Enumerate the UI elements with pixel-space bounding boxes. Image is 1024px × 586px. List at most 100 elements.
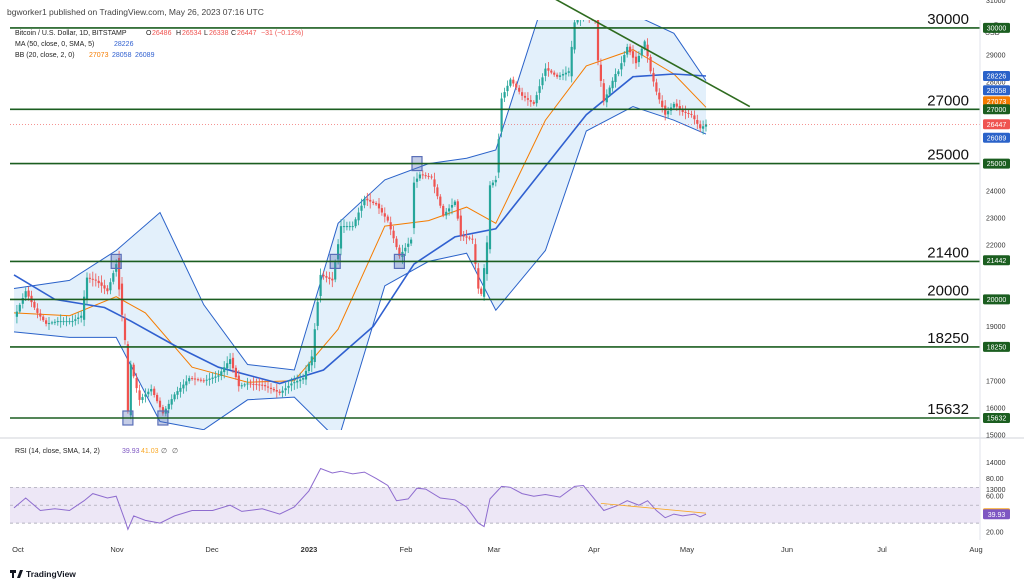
candle-body[interactable] (354, 219, 357, 227)
candle-body[interactable] (667, 111, 670, 115)
candle-body[interactable] (284, 388, 287, 391)
candle-body[interactable] (623, 55, 626, 63)
candle-body[interactable] (258, 384, 261, 386)
candle-body[interactable] (91, 278, 94, 280)
candle-body[interactable] (191, 378, 194, 380)
candle-body[interactable] (427, 175, 430, 177)
candle-body[interactable] (188, 378, 191, 382)
candle-body[interactable] (456, 201, 459, 219)
candle-body[interactable] (436, 187, 439, 197)
candle-body[interactable] (605, 94, 608, 103)
candle-body[interactable] (617, 71, 620, 75)
candle-body[interactable] (310, 356, 313, 366)
candle-body[interactable] (567, 71, 570, 73)
candle-body[interactable] (193, 378, 197, 380)
ma-legend[interactable]: MA (50, close, 0, SMA, 5) 28226 (15, 41, 134, 48)
candle-body[interactable] (474, 244, 477, 265)
candle-body[interactable] (261, 384, 264, 386)
candle-body[interactable] (339, 226, 343, 249)
candle-body[interactable] (313, 329, 316, 362)
candle-body[interactable] (182, 384, 185, 389)
candle-body[interactable] (678, 106, 681, 110)
candle-body[interactable] (88, 277, 91, 279)
candle-body[interactable] (521, 92, 524, 96)
candle-body[interactable] (243, 384, 246, 386)
candle-body[interactable] (249, 383, 252, 385)
candle-body[interactable] (512, 79, 515, 84)
candle-body[interactable] (392, 230, 395, 239)
candle-body[interactable] (672, 103, 675, 108)
candle-body[interactable] (15, 311, 18, 317)
candle-body[interactable] (655, 82, 658, 92)
candle-body[interactable] (304, 370, 308, 380)
candle-body[interactable] (518, 87, 521, 92)
candle-body[interactable] (275, 390, 278, 392)
candle-body[interactable] (234, 367, 237, 378)
candle-body[interactable] (153, 388, 156, 395)
candle-body[interactable] (126, 344, 129, 411)
candle-body[interactable] (158, 400, 162, 408)
candle-body[interactable] (208, 378, 211, 380)
candle-body[interactable] (377, 203, 381, 209)
candle-body[interactable] (328, 277, 331, 279)
candle-body[interactable] (220, 371, 223, 376)
candle-body[interactable] (53, 321, 56, 323)
candle-body[interactable] (369, 199, 372, 202)
candle-body[interactable] (123, 318, 127, 341)
candle-body[interactable] (47, 323, 51, 325)
symbol-legend[interactable]: Bitcoin / U.S. Dollar, 1D, BITSTAMP O 26… (15, 30, 303, 37)
candle-body[interactable] (558, 75, 562, 77)
candle-body[interactable] (596, 14, 600, 61)
candle-body[interactable] (278, 391, 281, 393)
candle-body[interactable] (299, 379, 302, 382)
candle-body[interactable] (106, 288, 109, 292)
candle-body[interactable] (351, 226, 354, 228)
candle-body[interactable] (202, 380, 205, 382)
candle-body[interactable] (515, 83, 518, 88)
candle-body[interactable] (272, 389, 275, 391)
candle-body[interactable] (652, 72, 655, 82)
candle-body[interactable] (264, 385, 267, 387)
candle-body[interactable] (620, 63, 623, 70)
candle-body[interactable] (322, 274, 325, 277)
candle-body[interactable] (150, 389, 153, 392)
candle-body[interactable] (36, 308, 39, 313)
candle-body[interactable] (383, 213, 386, 217)
candle-body[interactable] (138, 390, 141, 400)
candle-body[interactable] (240, 385, 243, 387)
candle-body[interactable] (634, 56, 638, 64)
candle-body[interactable] (21, 298, 24, 304)
candle-body[interactable] (156, 394, 159, 402)
candle-body[interactable] (410, 239, 413, 244)
candle-body[interactable] (550, 70, 553, 73)
candle-body[interactable] (211, 377, 214, 379)
candle-body[interactable] (693, 115, 696, 120)
candle-body[interactable] (85, 277, 89, 300)
candle-body[interactable] (561, 74, 565, 76)
candle-body[interactable] (357, 212, 360, 221)
candle-body[interactable] (252, 383, 255, 385)
candle-body[interactable] (229, 359, 232, 364)
candle-body[interactable] (118, 257, 121, 290)
candle-body[interactable] (375, 203, 378, 205)
candle-body[interactable] (237, 375, 240, 387)
candle-body[interactable] (640, 48, 643, 56)
candle-body[interactable] (448, 208, 451, 212)
candle-body[interactable] (226, 363, 229, 369)
candle-body[interactable] (307, 363, 310, 371)
candle-body[interactable] (59, 321, 62, 323)
candle-body[interactable] (360, 205, 363, 211)
candle-body[interactable] (424, 175, 427, 177)
candle-body[interactable] (281, 390, 284, 393)
candle-body[interactable] (553, 72, 556, 75)
candle-body[interactable] (83, 296, 86, 320)
candle-body[interactable] (445, 211, 448, 216)
candle-body[interactable] (348, 226, 351, 228)
candle-body[interactable] (450, 205, 454, 208)
candle-body[interactable] (71, 321, 74, 323)
candle-body[interactable] (100, 282, 103, 286)
candle-body[interactable] (246, 383, 249, 385)
candle-body[interactable] (696, 120, 699, 124)
candle-body[interactable] (342, 226, 346, 228)
candle-body[interactable] (199, 379, 202, 381)
